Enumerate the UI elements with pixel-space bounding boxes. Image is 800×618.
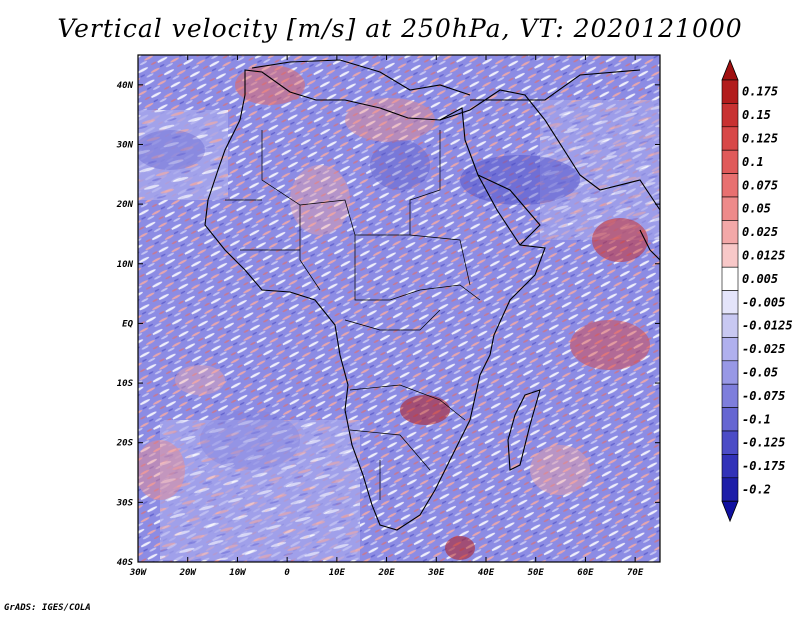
colorbar-label: -0.005 (742, 295, 785, 309)
colorbar-swatch (721, 313, 739, 338)
lon-label: 20W (179, 568, 198, 578)
colorbar-label: -0.075 (742, 389, 785, 403)
coastlines (204, 59, 660, 531)
colorbar-label: 0.075 (742, 178, 778, 192)
colorbar-label: -0.025 (742, 342, 785, 356)
colorbar-label: -0.2 (742, 483, 771, 497)
lon-label: 60E (577, 568, 594, 578)
country-borders (225, 130, 481, 500)
axis-ticks (137, 55, 660, 563)
colorbar-label: 0.1 (742, 155, 764, 169)
colorbar-swatch (721, 149, 739, 174)
colorbar-label: -0.125 (742, 436, 785, 450)
colorbar: 0.175 0.15 0.125 0.1 0.075 0.05 0.025 0.0125 0.0… (721, 58, 793, 523)
colorbar-label: 0.005 (742, 272, 778, 286)
lon-label: 30E (427, 568, 445, 578)
colorbar-swatch (721, 407, 739, 432)
colorbar-swatch (721, 430, 739, 455)
lat-label: 40N (117, 81, 134, 91)
colorbar-swatch (721, 290, 739, 315)
lon-label: 40E (478, 568, 495, 578)
colorbar-swatch (721, 266, 739, 291)
lat-label: 20S (116, 439, 134, 449)
colorbar-label: -0.0125 (742, 319, 793, 333)
lon-label: 70E (627, 568, 644, 578)
velocity-field (138, 55, 660, 562)
colorbar-bottom-arrow (721, 500, 739, 523)
colorbar-label: 0.125 (742, 132, 778, 146)
colorbar-label: 0.175 (742, 85, 778, 99)
latitude-labels: 40N 30N 20N 10N EQ 10S 20S 30S 40S (116, 81, 134, 568)
lat-label: EQ (122, 319, 133, 329)
lat-label: 40S (117, 558, 134, 568)
lat-label: 20N (116, 200, 134, 210)
lon-label: 50E (528, 568, 545, 578)
colorbar-swatch (721, 454, 739, 479)
colorbar-swatch (721, 477, 739, 502)
lat-label: 30N (116, 140, 134, 150)
colorbar-label: 0.0125 (742, 249, 785, 263)
colorbar-swatch (721, 103, 739, 128)
colorbar-swatch (721, 196, 739, 221)
colorbar-swatch (721, 337, 739, 362)
colorbar-top-arrow (721, 58, 739, 81)
colorbar-swatch (721, 79, 739, 104)
colorbar-swatch (721, 243, 739, 268)
colorbar-label: -0.175 (742, 459, 785, 473)
credit-text: GrADS: IGES/COLA (4, 603, 91, 613)
colorbar-swatch (721, 220, 739, 245)
colorbar-swatch (721, 173, 739, 198)
lon-label: 20E (377, 568, 395, 578)
lat-label: 30S (116, 498, 134, 508)
lat-label: 10N (117, 260, 134, 270)
colorbar-label: -0.1 (742, 412, 771, 426)
colorbar-label: -0.05 (742, 366, 778, 380)
colorbar-label: 0.15 (742, 108, 771, 122)
colorbar-swatch (721, 383, 739, 408)
chart-title: Vertical velocity [m/s] at 250hPa, VT: 2… (57, 14, 743, 43)
lon-label: 0 (284, 568, 290, 578)
longitude-labels: 30W 20W 10W 0 10E 20E 30E 40E 50E 60E 70E (129, 568, 644, 578)
lat-label: 10S (117, 379, 134, 389)
colorbar-swatch (721, 360, 739, 385)
colorbar-swatch (721, 126, 739, 151)
lon-label: 10E (329, 568, 346, 578)
lon-label: 10W (229, 568, 247, 578)
lon-label: 30W (129, 568, 148, 578)
colorbar-label: 0.05 (742, 202, 771, 216)
plot-frame (137, 54, 661, 563)
colorbar-label: 0.025 (742, 225, 778, 239)
